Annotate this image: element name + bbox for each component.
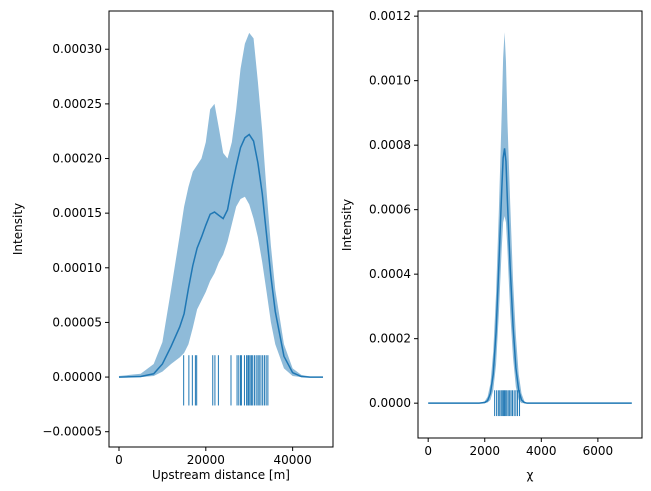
- right-x-ticks: 0 2000 4000 6000: [424, 438, 613, 458]
- right-y-tick-label: 0.0012: [369, 9, 411, 23]
- left-y-tick-label: 0.00015: [52, 206, 102, 220]
- left-y-tick-label: 0.00020: [52, 152, 102, 166]
- left-y-tick-label: 0.00025: [52, 97, 102, 111]
- left-y-tick-label: 0.00010: [52, 261, 102, 275]
- right-subplot: 0 2000 4000 6000 0.00000.00020.00040.00060.…: [340, 9, 643, 482]
- left-y-axis-label: Intensity: [11, 203, 25, 255]
- right-y-tick-label: 0.0002: [369, 332, 411, 346]
- right-mean-line-layer: [428, 148, 632, 404]
- right-x-tick-label: 2000: [469, 444, 500, 458]
- right-y-tick-label: 0.0000: [369, 396, 411, 410]
- left-y-tick-label: 0.00005: [52, 315, 102, 329]
- left-x-ticks: 0 20000 40000: [115, 447, 312, 467]
- right-x-tick-label: 6000: [583, 444, 614, 458]
- left-x-tick-label: 40000: [274, 453, 312, 467]
- right-x-tick-label: 0: [424, 444, 432, 458]
- left-x-axis-label: Upstream distance [m]: [152, 468, 290, 482]
- left-x-tick-label: 20000: [187, 453, 225, 467]
- right-y-ticks: 0.0000 0.0002 0.0004 0.0006 0.0008 0.0010 0.00…: [369, 9, 418, 410]
- left-axes-frame: [108, 10, 334, 448]
- left-x-tick-label: 0: [115, 453, 123, 467]
- left-rug-layer: [183, 355, 269, 406]
- right-y-axis-label: Intensity: [340, 199, 354, 251]
- left-y-tick-label: 0.00000: [52, 370, 102, 384]
- right-y-tick-label: 0.0004: [369, 267, 411, 281]
- left-mean-line-layer: [118, 133, 324, 378]
- left-subplot: 0 20000 40000 −0.00005 0.00000 0.00005 0.0001…: [11, 10, 334, 482]
- right-axes-frame: [417, 10, 643, 439]
- left-y-tick-label: −0.00005: [42, 425, 102, 439]
- left-y-tick-label: 0.00030: [52, 42, 102, 56]
- right-x-axis-label: χ: [527, 468, 534, 482]
- right-rug-layer: [494, 390, 521, 417]
- right-y-tick-label: 0.0008: [369, 138, 411, 152]
- right-y-tick-label: 0.0010: [369, 74, 411, 88]
- right-mean-line: [428, 148, 632, 404]
- right-y-tick-label: 0.0006: [369, 203, 411, 217]
- right-x-tick-label: 4000: [526, 444, 557, 458]
- left-y-ticks: −0.00005 0.00000 0.00005 0.00010 0.00015 0.00…: [42, 42, 109, 439]
- left-mean-line: [118, 133, 324, 378]
